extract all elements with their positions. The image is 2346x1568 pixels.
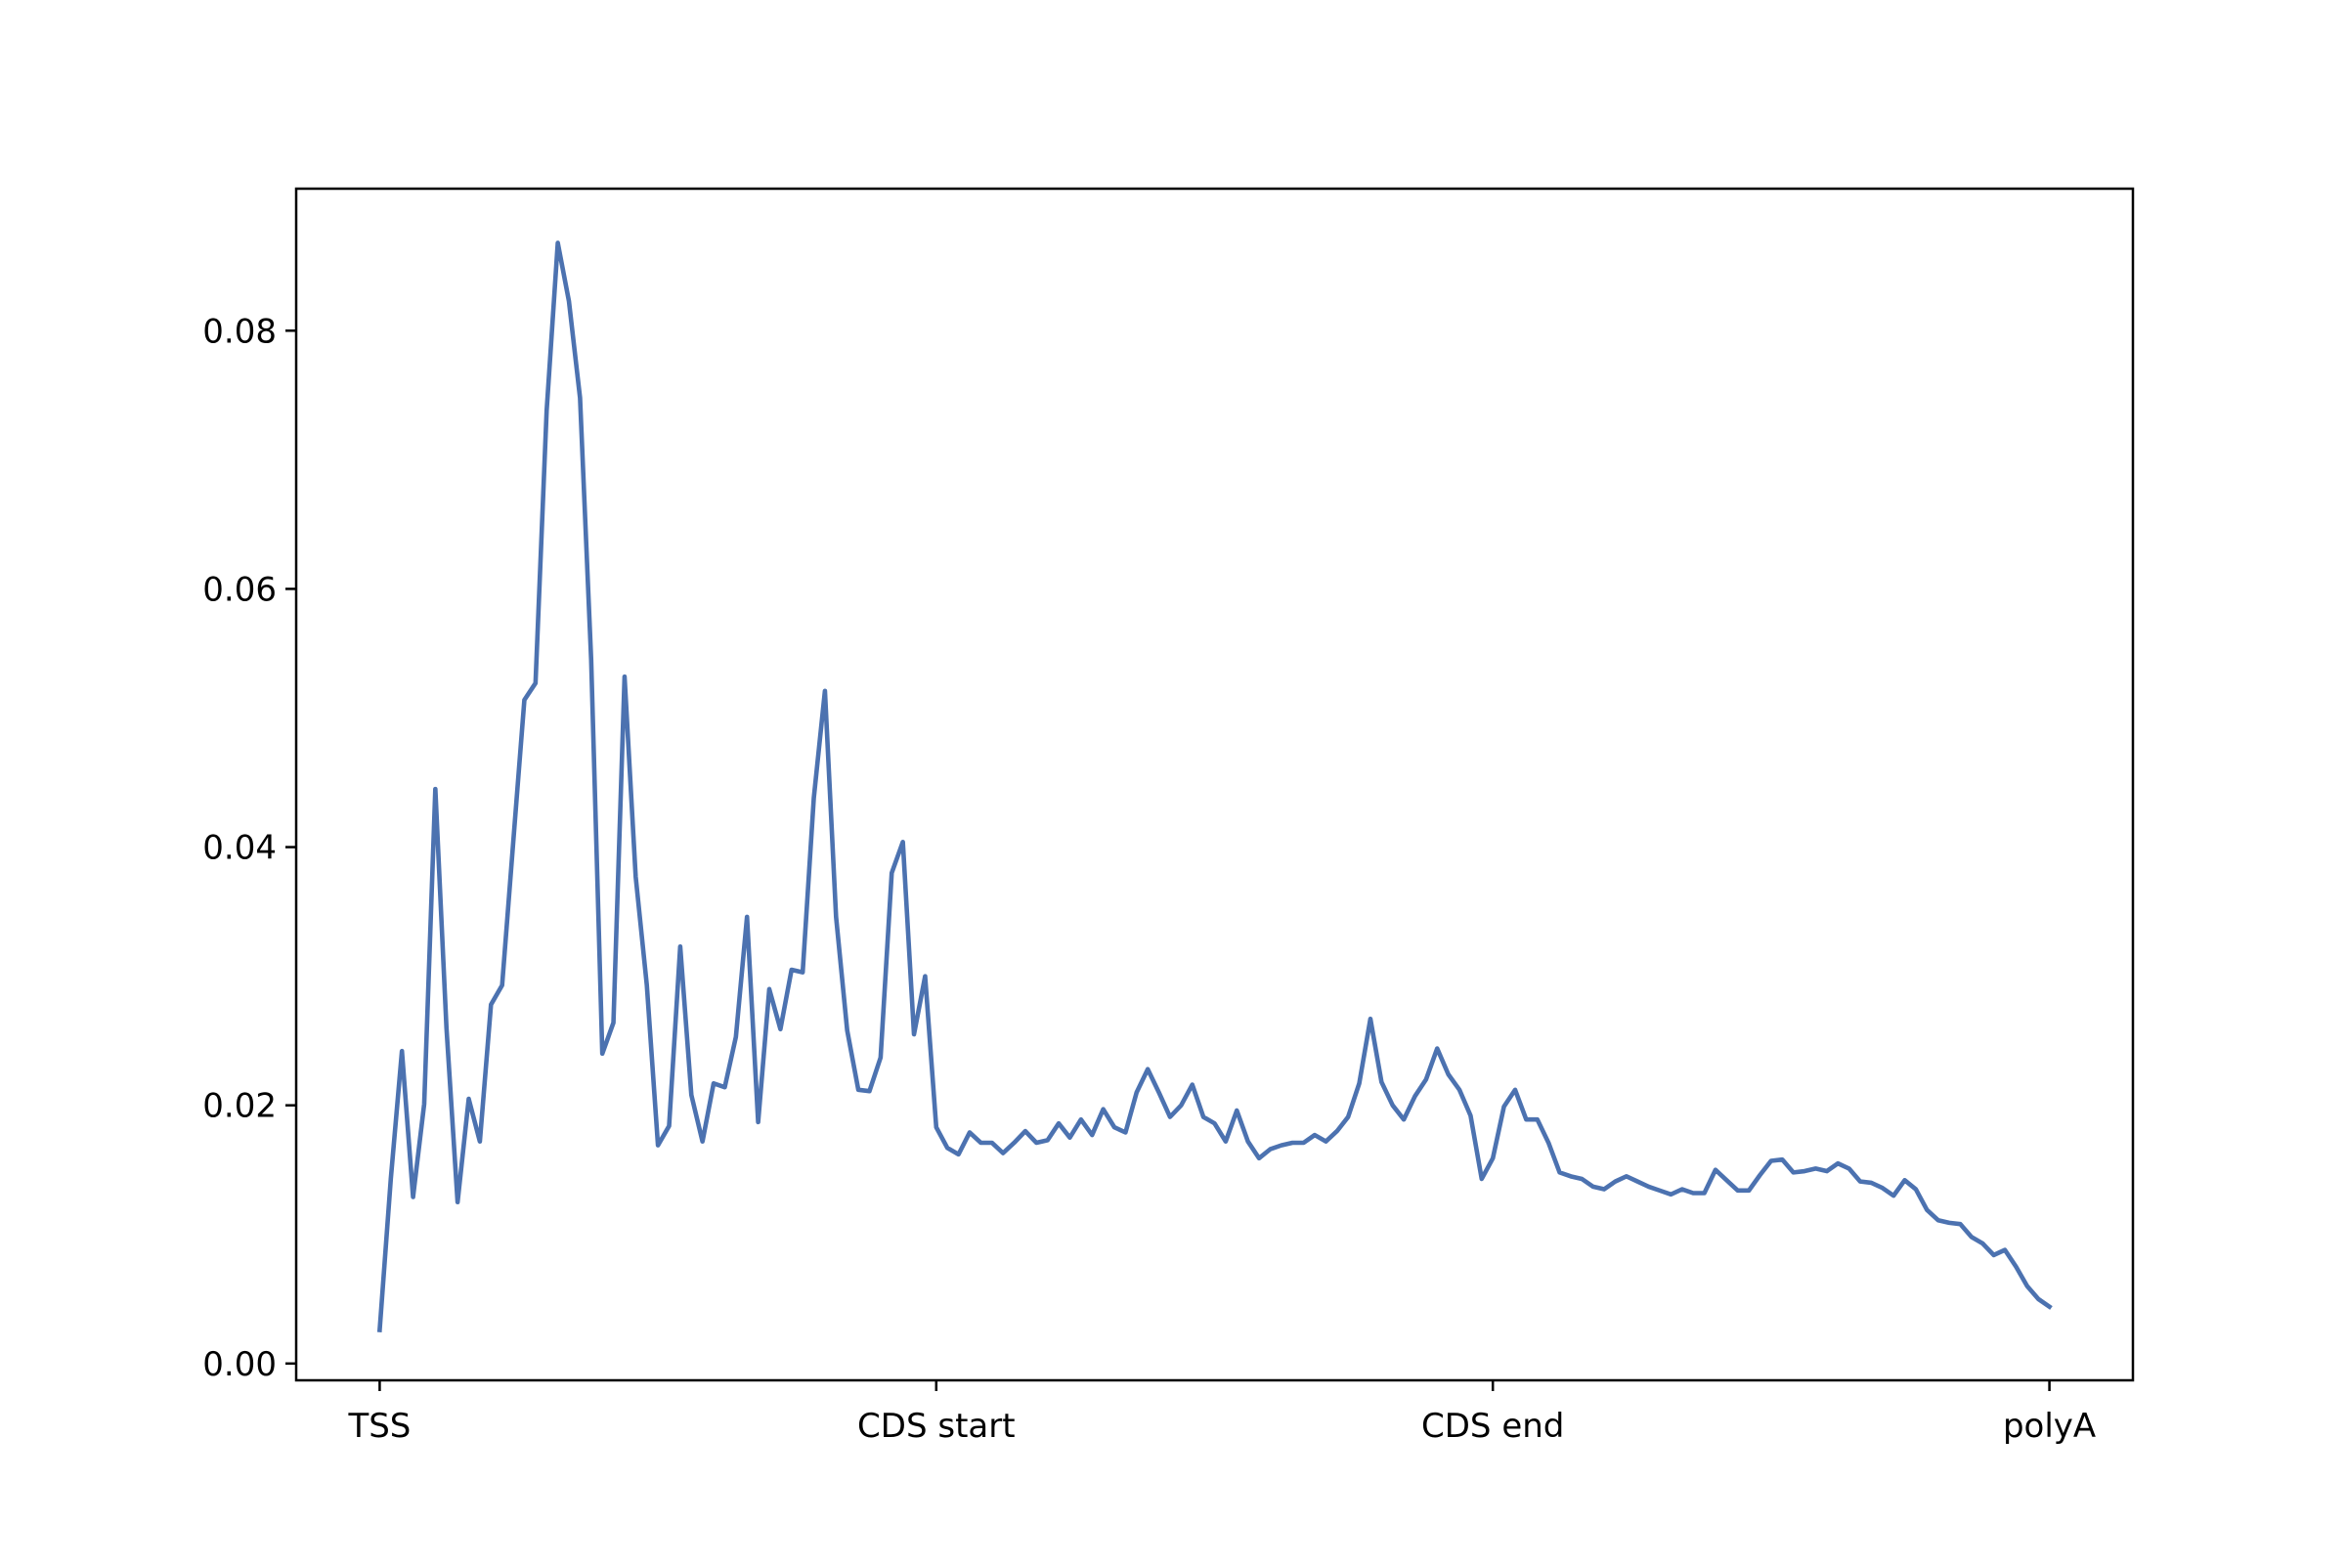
plot-layer xyxy=(376,240,2053,1332)
x-tick-label: CDS start xyxy=(857,1407,1016,1446)
y-tick-label: 0.06 xyxy=(202,570,277,609)
y-tick-label: 0.00 xyxy=(202,1345,277,1384)
y-tick-label: 0.02 xyxy=(202,1087,277,1126)
axes-frame xyxy=(294,187,2135,1382)
data-line xyxy=(376,240,2053,1332)
x-tick-label: TSS xyxy=(347,1407,411,1446)
x-tick-label: polyA xyxy=(2003,1407,2096,1446)
y-tick-label: 0.04 xyxy=(202,829,277,868)
x-tick-label: CDS end xyxy=(1421,1407,1564,1446)
plot-area xyxy=(296,189,2133,1380)
y-tick-label: 0.08 xyxy=(202,312,277,351)
